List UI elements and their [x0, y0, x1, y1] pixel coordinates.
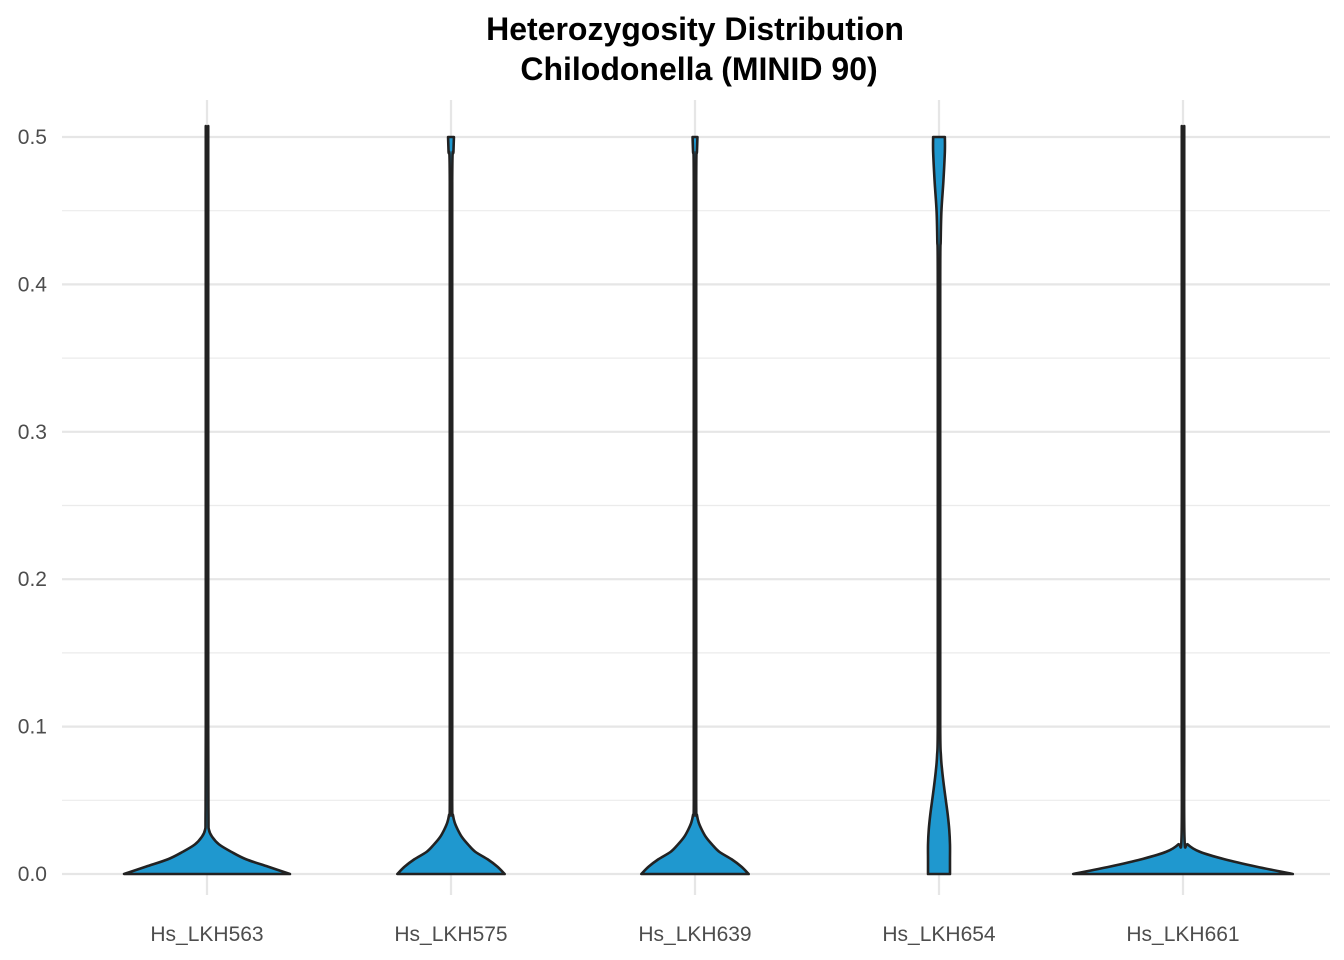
violin-hs-lkh661	[1071, 124, 1295, 876]
chart-title: Heterozygosity Distribution	[486, 11, 904, 47]
violin-hs-lkh654	[926, 135, 952, 876]
violin-hs-lkh639	[640, 135, 750, 876]
violins	[122, 124, 1295, 876]
y-tick-label: 0.3	[18, 421, 47, 444]
y-tick-label: 0.0	[18, 863, 47, 886]
y-tick-label: 0.5	[18, 126, 47, 149]
y-axis-tick-labels: 0.0 0.1 0.2 0.3 0.4 0.5	[18, 126, 48, 886]
x-axis-tick-labels: Hs_LKH563 Hs_LKH575 Hs_LKH639 Hs_LKH654 Hs_L…	[150, 923, 1239, 946]
x-tick-label: Hs_LKH563	[150, 923, 263, 946]
x-tick-label: Hs_LKH661	[1126, 923, 1239, 946]
chart-subtitle: Chilodonella (MINID 90)	[520, 51, 877, 87]
violin-hs-lkh575	[396, 135, 506, 876]
x-tick-label: Hs_LKH654	[882, 923, 996, 946]
x-tick-label: Hs_LKH639	[638, 923, 751, 946]
y-tick-label: 0.1	[18, 716, 47, 739]
x-tick-label: Hs_LKH575	[394, 923, 507, 946]
violin-hs-lkh563	[122, 124, 292, 876]
y-tick-label: 0.2	[18, 568, 47, 591]
y-tick-label: 0.4	[18, 273, 48, 296]
